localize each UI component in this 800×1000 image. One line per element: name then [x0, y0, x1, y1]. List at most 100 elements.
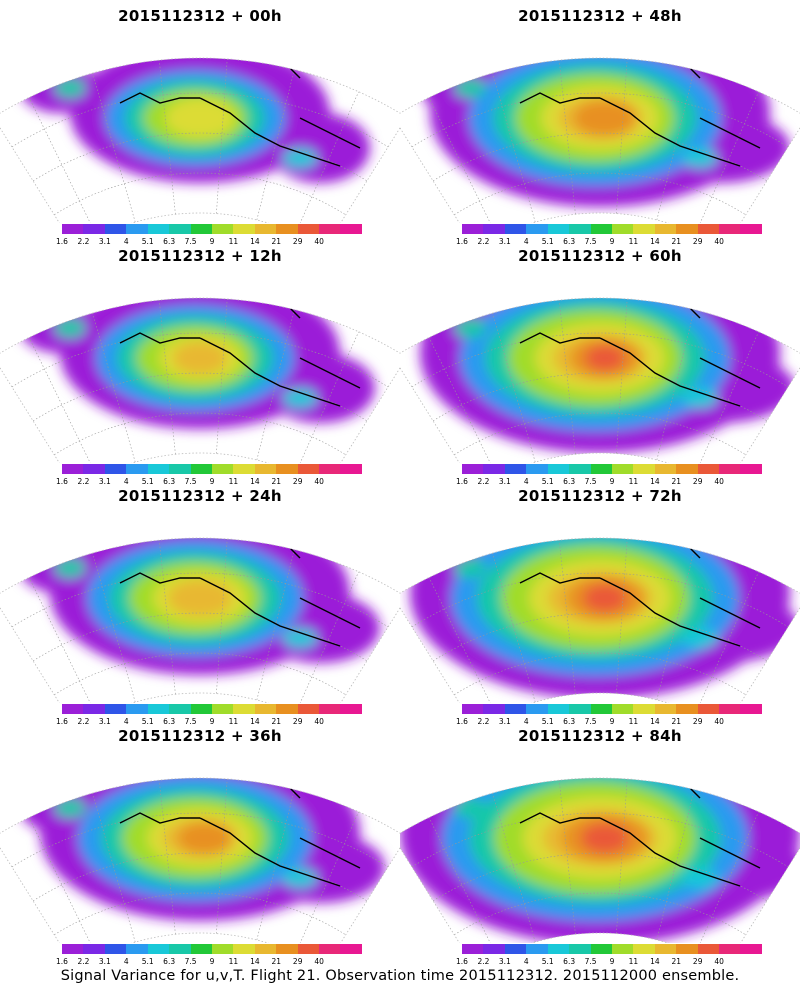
colorbar-label: 5.1 — [141, 237, 154, 246]
colorbar-label: 29 — [292, 717, 303, 726]
colorbar-label: 5.1 — [541, 717, 554, 726]
colorbar-label: 3.1 — [98, 477, 111, 486]
colorbar-labels: 1.6 2.2 3.1 4 5.1 6.3 7.5 9 11 14 21 29 40 — [456, 237, 762, 247]
colorbar-label: 2.2 — [77, 237, 90, 246]
colorbar-label: 1.6 — [456, 237, 468, 246]
colorbar-swatch — [611, 704, 634, 714]
colorbar-label: 3.1 — [498, 477, 511, 486]
colorbar-label: 40 — [314, 717, 324, 726]
colorbar-swatch — [254, 224, 277, 234]
colorbar-swatch — [740, 704, 762, 714]
colorbar-label: 2.2 — [77, 957, 90, 966]
colorbar — [462, 704, 762, 714]
colorbar-swatch — [297, 464, 320, 474]
colorbar-label: 4 — [523, 237, 529, 246]
colorbar-swatch — [547, 464, 570, 474]
colorbar-swatch — [611, 464, 634, 474]
colorbar-label: 14 — [250, 237, 260, 246]
colorbar-swatch — [697, 464, 720, 474]
colorbar-label: 7.5 — [184, 957, 197, 966]
colorbar-swatch — [169, 704, 191, 714]
colorbar-swatch — [697, 704, 720, 714]
colorbar-label: 6.3 — [163, 957, 176, 966]
colorbar-label: 21 — [271, 717, 282, 726]
variance-map — [400, 777, 800, 943]
colorbar-label: 7.5 — [584, 717, 597, 726]
colorbar-label: 5.1 — [541, 237, 554, 246]
colorbar-label: 29 — [292, 237, 303, 246]
colorbar-label: 1.6 — [56, 237, 68, 246]
colorbar-swatch — [169, 464, 191, 474]
colorbar-label: 2.2 — [477, 237, 490, 246]
colorbar-swatch — [83, 944, 105, 954]
colorbar-swatch — [340, 944, 362, 954]
colorbar-label: 3.1 — [98, 957, 111, 966]
colorbar-swatch — [254, 464, 277, 474]
colorbar-label: 9 — [609, 237, 615, 246]
colorbar-swatch — [62, 464, 84, 474]
variance-map — [0, 537, 400, 703]
colorbar-label: 11 — [228, 237, 239, 246]
colorbar-label: 6.3 — [563, 717, 576, 726]
colorbar-swatch — [526, 224, 548, 234]
colorbar-swatch — [126, 464, 148, 474]
colorbar-label: 2.2 — [77, 717, 90, 726]
colorbar-swatch — [654, 464, 677, 474]
colorbar-swatch — [569, 704, 591, 714]
colorbar-swatch — [654, 944, 677, 954]
colorbar-label: 5.1 — [141, 717, 154, 726]
colorbar-label: 1.6 — [456, 717, 468, 726]
colorbar-swatch — [483, 224, 505, 234]
colorbar-label: 2.2 — [77, 477, 90, 486]
colorbar-label: 40 — [714, 237, 724, 246]
colorbar-label: 7.5 — [184, 717, 197, 726]
colorbar-label: 6.3 — [563, 957, 576, 966]
colorbar-swatch — [590, 224, 612, 234]
colorbar-label: 9 — [609, 957, 615, 966]
colorbar-swatch — [504, 704, 527, 714]
colorbar-swatch — [104, 224, 127, 234]
colorbar-swatch — [126, 944, 148, 954]
colorbar-swatch — [590, 704, 612, 714]
colorbar-label: 6.3 — [563, 477, 576, 486]
colorbar-label: 6.3 — [163, 477, 176, 486]
forecast-panel: 2015112312 + 48h 1.6 2.2 3.1 4 5.1 6.3 7.5 9 11 14… — [400, 0, 800, 247]
colorbar-label: 29 — [692, 477, 703, 486]
colorbar-label: 9 — [609, 477, 615, 486]
colorbar-label: 29 — [292, 477, 303, 486]
colorbar-label: 4 — [123, 477, 129, 486]
colorbar-swatch — [190, 944, 212, 954]
colorbar-swatch — [233, 944, 255, 954]
colorbar-label: 7.5 — [184, 237, 197, 246]
colorbar — [62, 944, 362, 954]
colorbar-swatch — [104, 464, 127, 474]
colorbar-swatch — [504, 944, 527, 954]
colorbar-label: 3.1 — [498, 237, 511, 246]
variance-map — [400, 537, 800, 703]
colorbar-swatch — [676, 224, 698, 234]
colorbar-label: 2.2 — [477, 957, 490, 966]
colorbar-swatch — [676, 944, 698, 954]
colorbar-swatch — [126, 704, 148, 714]
colorbar-label: 14 — [250, 957, 260, 966]
panel-title: 2015112312 + 60h — [518, 247, 682, 265]
colorbar-swatch — [462, 704, 484, 714]
colorbar-swatch — [526, 464, 548, 474]
colorbar-swatch — [569, 464, 591, 474]
colorbar-swatch — [504, 224, 527, 234]
colorbar-swatch — [633, 224, 655, 234]
panel-title: 2015112312 + 84h — [518, 727, 682, 745]
colorbar-label: 21 — [671, 237, 682, 246]
colorbar-label: 5.1 — [541, 957, 554, 966]
colorbar-swatch — [340, 464, 362, 474]
colorbar-swatch — [676, 464, 698, 474]
colorbar-swatch — [483, 944, 505, 954]
panel-title: 2015112312 + 24h — [118, 487, 282, 505]
colorbar-label: 4 — [123, 237, 129, 246]
colorbar-swatch — [504, 464, 527, 474]
colorbar-label: 9 — [209, 237, 215, 246]
colorbar-swatch — [233, 464, 255, 474]
colorbar-swatch — [547, 704, 570, 714]
colorbar-labels: 1.6 2.2 3.1 4 5.1 6.3 7.5 9 11 14 21 29 40 — [56, 237, 362, 247]
colorbar-label: 3.1 — [98, 717, 111, 726]
